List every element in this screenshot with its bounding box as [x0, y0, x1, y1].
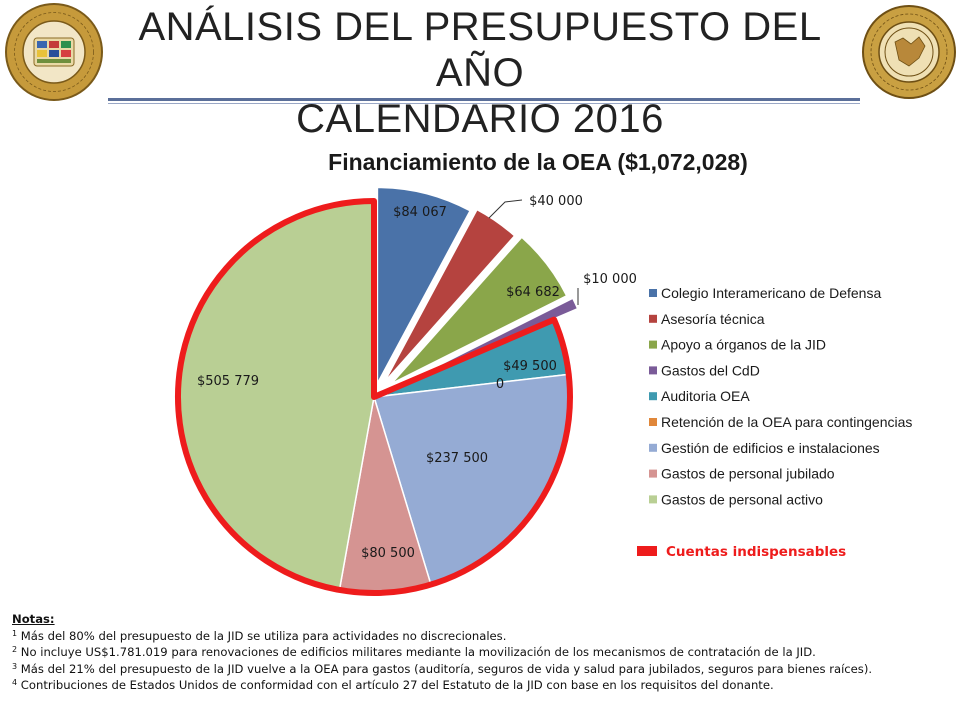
- slice-data-label: $10 000: [583, 272, 637, 287]
- legend-swatch: [649, 495, 657, 504]
- legend-swatch: [649, 443, 657, 452]
- highlight-legend: Cuentas indispensables: [637, 544, 846, 560]
- leader-line: [488, 199, 523, 219]
- legend-label: Retención de la OEA para contingencias: [661, 414, 912, 430]
- note-4: 4 Contribuciones de Estados Unidos de co…: [12, 677, 957, 694]
- footnotes: Notas: 1 Más del 80% del presupuesto de …: [12, 611, 957, 694]
- legend-label: Gastos del CdD: [661, 362, 760, 378]
- note-text: Más del 80% del presupuesto de la JID se…: [20, 628, 507, 643]
- slice-data-label: $40 000: [529, 194, 583, 209]
- indispensable-accounts-outline: [175, 198, 573, 596]
- legend-swatch: [649, 418, 657, 426]
- note-marker: 1: [12, 628, 18, 638]
- title-line-2: CALENDARIO 2016: [296, 97, 664, 141]
- title-rule-thin: [108, 103, 860, 104]
- chart-title: Financiamiento de la OEA ($1,072,028): [328, 149, 748, 175]
- slide-header: ANÁLISIS DEL PRESUPUESTO DEL AÑO CALENDA…: [0, 0, 960, 141]
- label-leader-lines: [488, 199, 579, 305]
- note-marker: 2: [12, 645, 18, 654]
- slice-data-label: $505 779: [197, 374, 259, 389]
- slide-title: ANÁLISIS DEL PRESUPUESTO DEL AÑO CALENDA…: [105, 4, 855, 142]
- legend-swatch: [649, 392, 657, 401]
- slice-data-label: 0: [496, 377, 504, 392]
- highlight-legend-swatch: [637, 546, 657, 556]
- note-marker: 3: [12, 661, 18, 671]
- title-line-1: ANÁLISIS DEL PRESUPUESTO DEL AÑO: [138, 5, 822, 95]
- oas-seal-logo: [5, 3, 103, 101]
- note-text: Más del 21% del presupuesto de la JID vu…: [20, 661, 873, 676]
- note-text: No incluye US$1.781.019 para renovacione…: [20, 645, 816, 659]
- note-marker: 4: [12, 678, 18, 687]
- pie-slice: [397, 297, 579, 387]
- slice-data-label: $49 500: [503, 359, 557, 374]
- note-1: 1 Más del 80% del presupuesto de la JID …: [12, 628, 957, 645]
- legend-swatch: [649, 289, 657, 297]
- legend-label: Gastos de personal jubilado: [661, 466, 835, 482]
- slice-data-label: $64 682: [506, 285, 560, 300]
- chart-legend: Colegio Interamericano de Defensa Asesorí…: [649, 285, 912, 507]
- jid-seal-logo: [862, 5, 956, 99]
- legend-swatch: [649, 314, 657, 323]
- highlight-legend-label: Cuentas indispensables: [666, 544, 846, 560]
- title-rule: [108, 98, 860, 101]
- legend-label: Colegio Interamericano de Defensa: [661, 285, 881, 301]
- legend-swatch: [649, 469, 657, 478]
- pie-slice: [383, 208, 516, 383]
- legend-label: Gestión de edificios e instalaciones: [661, 440, 880, 456]
- legend-label: Apoyo a órganos de la JID: [661, 337, 826, 353]
- legend-swatch: [649, 340, 657, 349]
- slice-data-label: $80 500: [361, 546, 415, 561]
- note-3: 3 Más del 21% del presupuesto de la JID …: [12, 661, 957, 678]
- legend-label: Auditoria OEA: [661, 388, 750, 404]
- notes-heading: Notas:: [12, 612, 55, 626]
- legend-swatch: [649, 366, 657, 375]
- data-labels: $84 067 $40 000 $64 682 $10 000 $49 500 0 $237…: [197, 194, 637, 561]
- note-text: Contribuciones de Estados Unidos de conf…: [20, 678, 774, 692]
- legend-label: Asesoría técnica: [661, 311, 765, 327]
- slice-data-label: $237 500: [426, 451, 488, 466]
- pie-slice: [390, 236, 568, 385]
- pie-slice: [177, 200, 375, 591]
- pie-slice: [376, 186, 472, 384]
- slice-data-label: $84 067: [393, 205, 447, 220]
- note-2: 2 No incluye US$1.781.019 para renovacio…: [12, 644, 957, 661]
- budget-pie-chart: Financiamiento de la OEA ($1,072,028) $8…: [175, 149, 912, 596]
- legend-label: Gastos de personal activo: [661, 491, 823, 507]
